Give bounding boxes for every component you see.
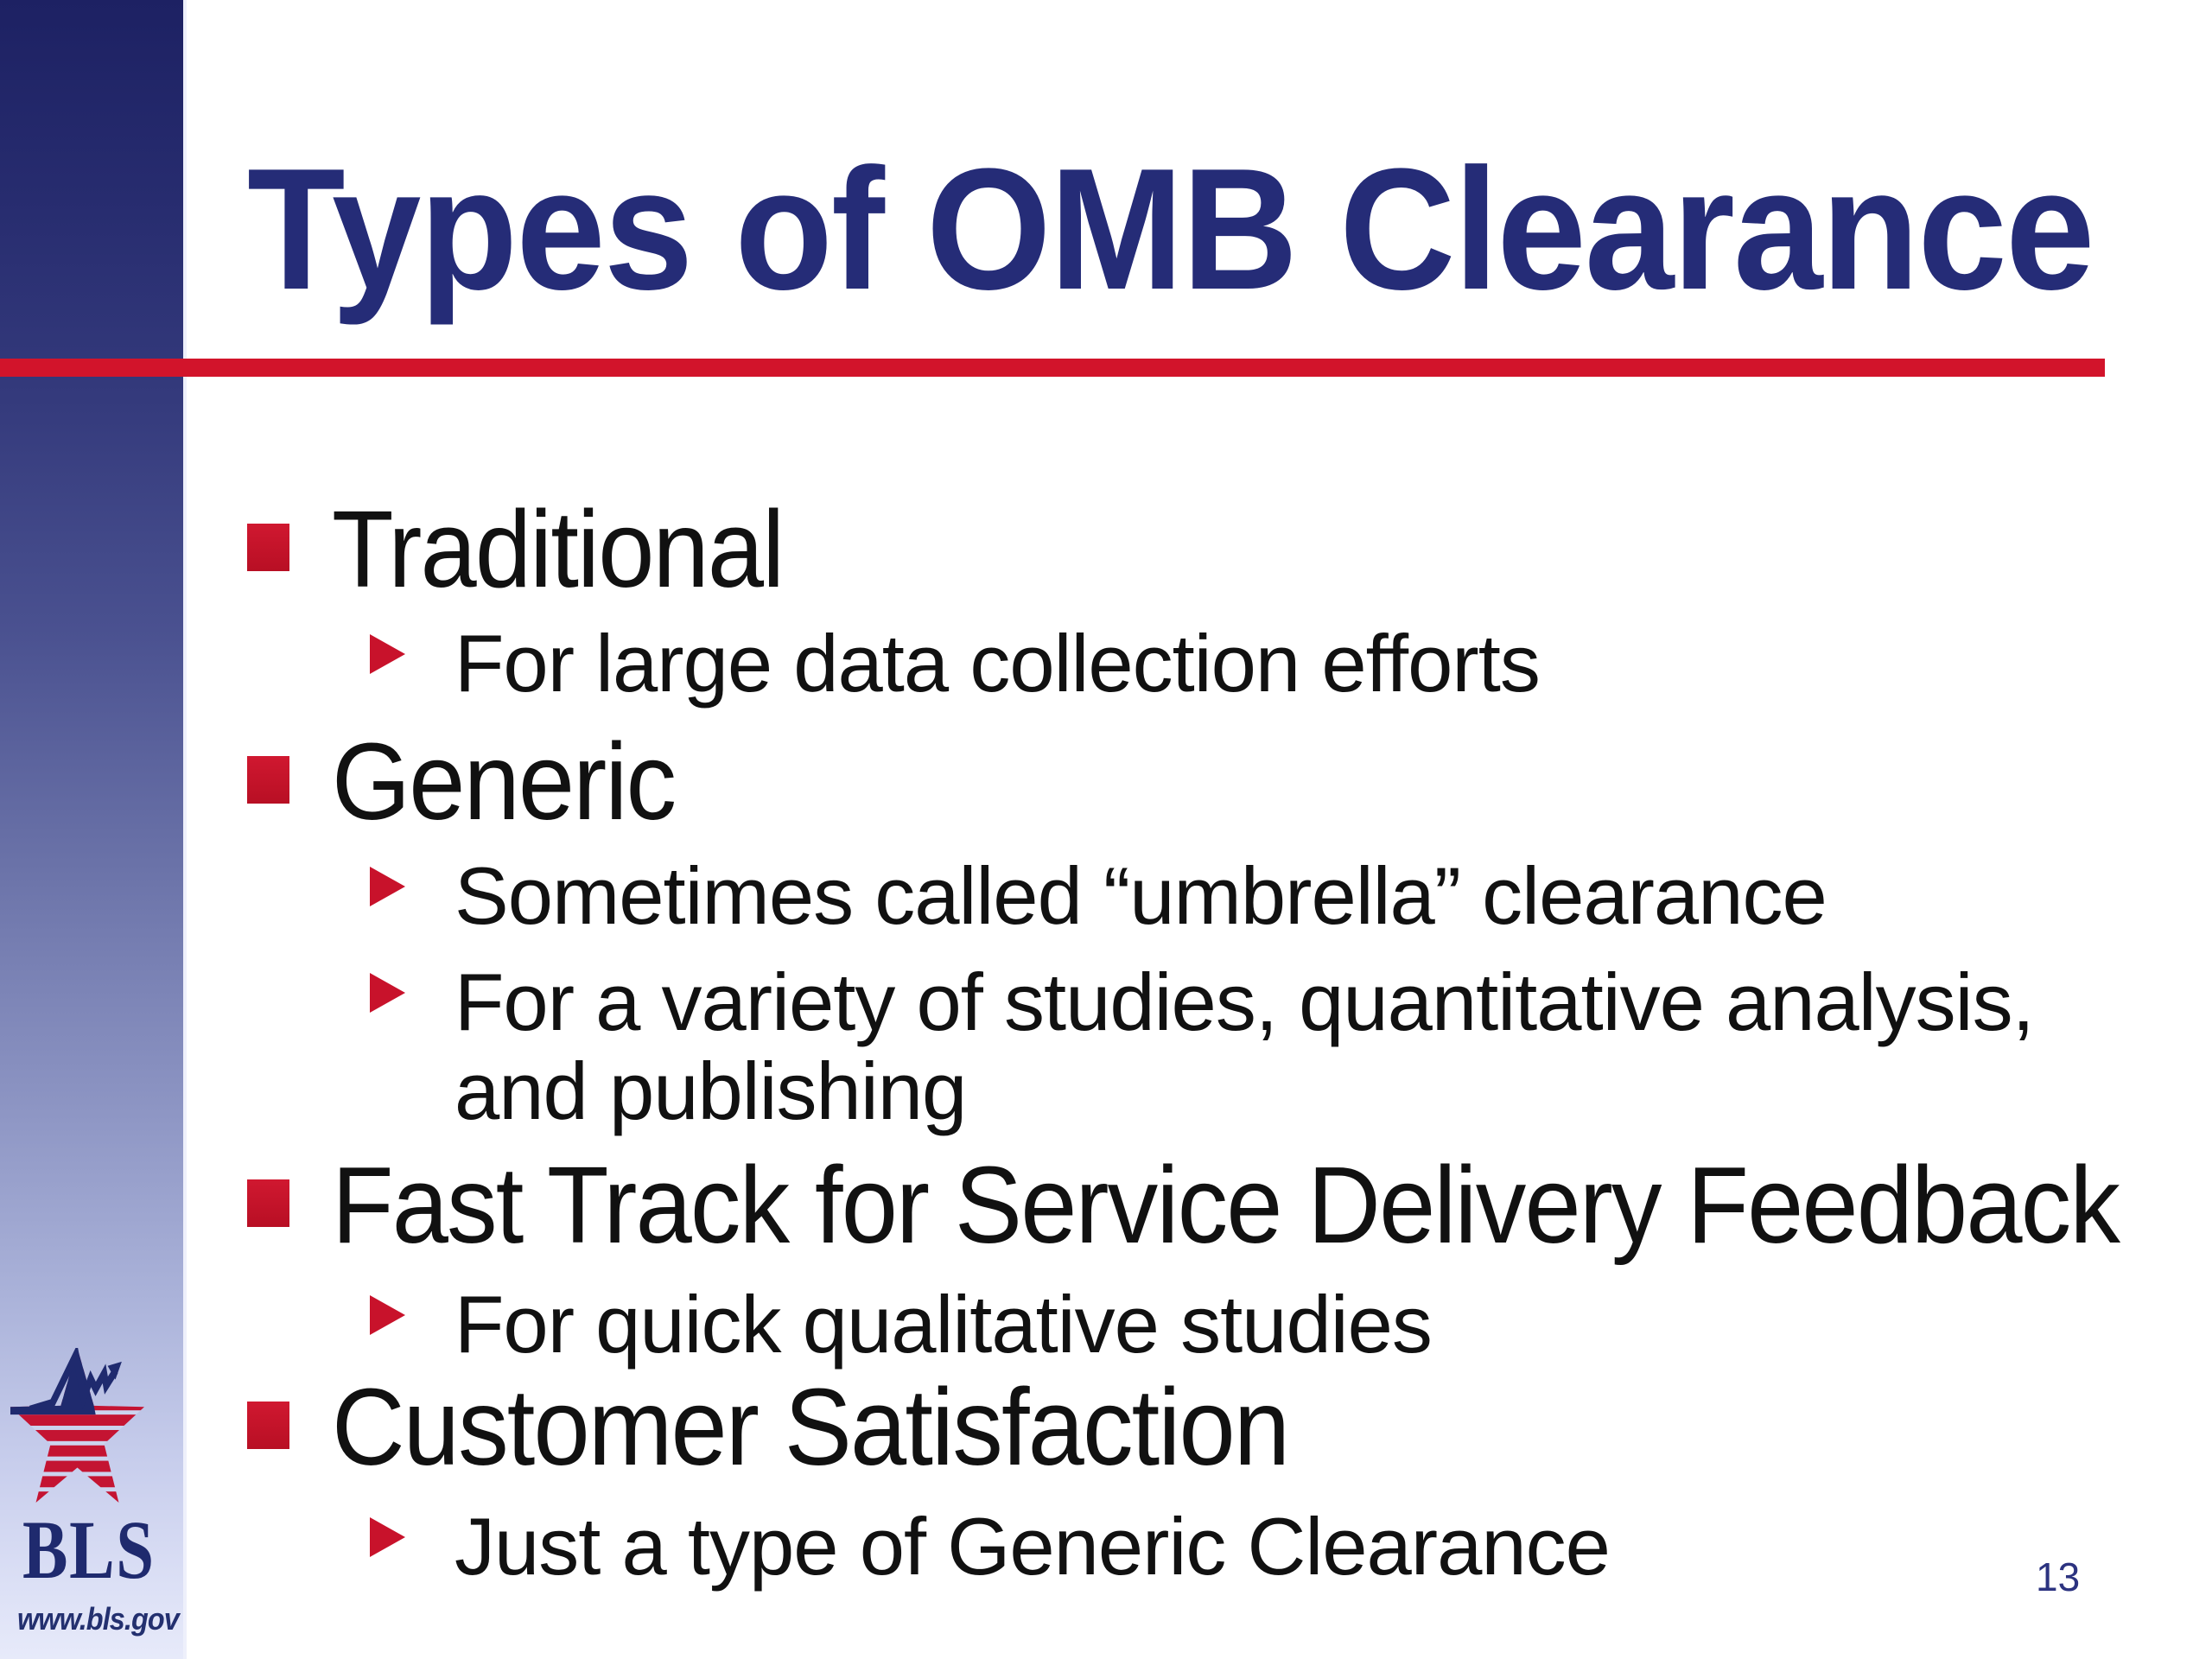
square-bullet-icon	[247, 1179, 289, 1227]
list-item-label: For quick qualitative studies	[454, 1279, 1433, 1370]
bls-logo-acronym: BLS	[22, 1503, 156, 1596]
list-item-fast-track: Fast Track for Service Delivery Feedback	[247, 1151, 2212, 1260]
list-item-label: Generic	[332, 721, 677, 842]
list-item-customer-satisfaction: Customer Satisfaction	[247, 1373, 1361, 1482]
list-item-label: Fast Track for Service Delivery Feedback	[332, 1144, 2120, 1266]
list-item-quick-studies: For quick qualitative studies	[370, 1279, 1433, 1370]
triangle-bullet-icon	[370, 1295, 405, 1335]
bls-logo-star-icon	[10, 1348, 144, 1503]
slide-title: Types of OMB Clearance	[247, 133, 2094, 326]
list-item-label: Customer Satisfaction	[332, 1366, 1290, 1488]
list-item-variety: For a variety of studies, quantitative a…	[370, 957, 2035, 1137]
triangle-bullet-icon	[370, 634, 405, 674]
list-item-generic-type: Just a type of Generic Clearance	[370, 1501, 1611, 1592]
list-item-label: Just a type of Generic Clearance	[454, 1501, 1611, 1592]
list-item-label: For large data collection efforts	[454, 618, 1541, 709]
list-item-large-data: For large data collection efforts	[370, 618, 1541, 709]
list-item-label: For a variety of studies, quantitative a…	[454, 957, 2035, 1137]
square-bullet-icon	[247, 524, 289, 571]
title-divider-rule	[0, 359, 2105, 377]
triangle-bullet-icon	[370, 867, 405, 906]
square-bullet-icon	[247, 1402, 289, 1449]
square-bullet-icon	[247, 756, 289, 804]
list-item-generic: Generic	[247, 728, 701, 836]
list-item-umbrella: Sometimes called “umbrella” clearance	[370, 851, 1827, 940]
triangle-bullet-icon	[370, 973, 405, 1013]
list-item-traditional: Traditional	[247, 495, 817, 604]
list-item-line: For a variety of studies, quantitative a…	[454, 957, 2035, 1047]
bls-logo-url: www.bls.gov	[17, 1601, 180, 1637]
triangle-bullet-icon	[370, 1517, 405, 1557]
list-item-label: Sometimes called “umbrella” clearance	[454, 850, 1827, 941]
list-item-label: Traditional	[332, 488, 785, 610]
page-number: 13	[2036, 1554, 2081, 1599]
list-item-line: and publishing	[454, 1046, 967, 1137]
